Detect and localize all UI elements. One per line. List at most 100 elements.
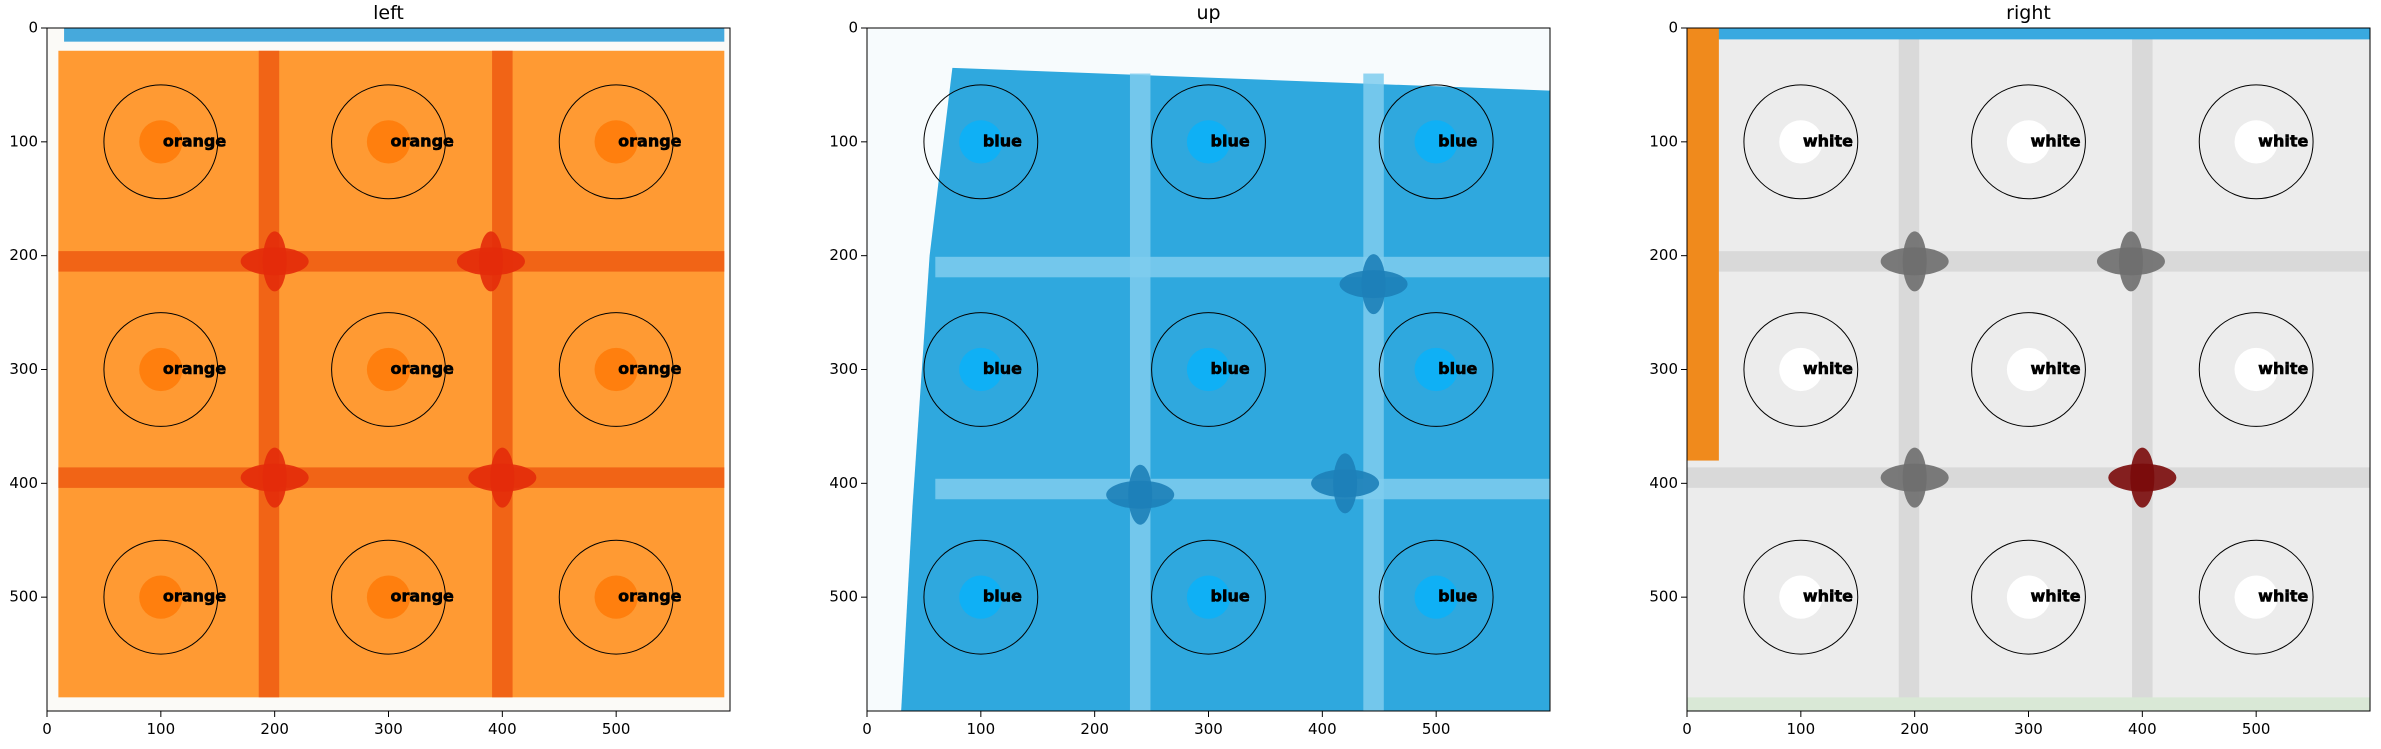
sample-circle (1151, 539, 1266, 655)
left-edge-strip (1687, 28, 1719, 461)
sample-dot (139, 575, 183, 619)
sample-label: orange (163, 131, 227, 150)
seam-horizontal (1687, 251, 2370, 272)
x-tick-label: 200 (1900, 720, 1929, 738)
sample-label: blue (1211, 359, 1250, 378)
sample-label: orange (391, 359, 455, 378)
sample-circle (331, 84, 446, 200)
seam-vertical (1129, 73, 1151, 711)
sample-dot (366, 347, 411, 392)
panel-left: orange orange orange orange orange orange oran… (9, 2, 731, 738)
panel-title: up (1196, 2, 1220, 24)
sample-dot (1779, 120, 1823, 164)
top-edge-strip (1687, 28, 2370, 40)
x-tick-label: 400 (1308, 720, 1337, 738)
sample-circle (558, 539, 674, 655)
sample-circle (923, 312, 1039, 427)
sample-dot (1186, 120, 1231, 164)
sample-dot (1414, 575, 1458, 619)
panel-title: right (2006, 2, 2051, 24)
sample-dot (366, 120, 411, 164)
sample-label: blue (1211, 131, 1250, 150)
x-tick-label: 100 (967, 720, 996, 738)
seam-horizontal (935, 478, 1550, 500)
sample-label: orange (618, 131, 682, 150)
sample-dot (959, 575, 1003, 619)
seam-vertical (258, 50, 280, 698)
x-tick-label: 0 (862, 720, 872, 738)
sample-dot (2006, 575, 2051, 619)
y-tick-label: 0 (848, 19, 858, 37)
y-tick-label: 500 (829, 588, 858, 606)
sample-dot (2234, 120, 2278, 164)
sample-label: white (1803, 359, 1853, 378)
panel-right: white white white white white white white white… (1649, 2, 2371, 738)
sample-dot (1779, 347, 1823, 392)
y-tick-label: 300 (829, 360, 858, 378)
crack-mark (1333, 453, 1358, 514)
sample-label: white (2031, 587, 2081, 606)
sample-circle (1971, 539, 2086, 655)
sample-dot (1186, 347, 1231, 392)
y-tick-label: 400 (9, 474, 38, 492)
crack-mark (2130, 447, 2155, 508)
sample-dot (1186, 575, 1231, 619)
sample-label: white (2258, 359, 2308, 378)
sample-dot (366, 575, 411, 619)
sample-circle (1151, 84, 1266, 200)
x-tick-label: 400 (2128, 720, 2157, 738)
x-tick-label: 100 (147, 720, 176, 738)
sample-dot (2006, 120, 2051, 164)
sample-label: blue (1211, 587, 1250, 606)
sample-label: blue (983, 587, 1022, 606)
sample-circle (331, 312, 446, 427)
crack-mark (262, 231, 287, 292)
crack-mark (262, 447, 287, 508)
image-right: white white white white white white white white… (1687, 28, 2370, 711)
sample-label: white (1803, 587, 1853, 606)
sample-dot (1779, 575, 1823, 619)
y-tick-label: 100 (9, 132, 38, 150)
sample-circle (1971, 84, 2086, 200)
sample-dot (594, 575, 638, 619)
x-tick-label: 300 (2014, 720, 2043, 738)
sample-dot (139, 120, 183, 164)
sample-dot (959, 120, 1003, 164)
sample-label: blue (983, 131, 1022, 150)
y-tick-label: 400 (829, 474, 858, 492)
sample-circle (1378, 539, 1494, 655)
sample-dot (959, 347, 1003, 392)
x-tick-label: 500 (602, 720, 631, 738)
seam-horizontal (1687, 467, 2370, 488)
image-left: orange orange orange orange orange orange oran… (47, 28, 730, 711)
sample-dot (2234, 575, 2278, 619)
crack-mark (478, 231, 503, 292)
sample-circle (2198, 539, 2314, 655)
y-tick-label: 0 (28, 19, 38, 37)
y-tick-label: 200 (9, 246, 38, 264)
sample-label: white (2258, 131, 2308, 150)
seam-vertical (1363, 73, 1384, 711)
crack-mark (1361, 254, 1386, 315)
x-tick-label: 0 (1682, 720, 1692, 738)
crack-mark (1902, 447, 1927, 508)
seam-horizontal (58, 467, 725, 488)
sample-label: blue (1438, 359, 1477, 378)
seam-vertical (2132, 28, 2153, 702)
x-tick-label: 300 (374, 720, 403, 738)
sample-label: white (2031, 131, 2081, 150)
top-edge-strip (64, 28, 725, 42)
sample-circle (103, 312, 219, 427)
sample-circle (1378, 84, 1494, 200)
y-tick-label: 300 (1649, 360, 1678, 378)
crack-mark (1902, 231, 1927, 292)
y-tick-label: 400 (1649, 474, 1678, 492)
sample-label: orange (163, 587, 227, 606)
sample-label: white (2031, 359, 2081, 378)
sample-label: orange (391, 131, 455, 150)
seam-vertical (1898, 28, 1920, 702)
x-tick-label: 200 (260, 720, 289, 738)
crack-mark (490, 447, 515, 508)
sample-label: orange (618, 587, 682, 606)
